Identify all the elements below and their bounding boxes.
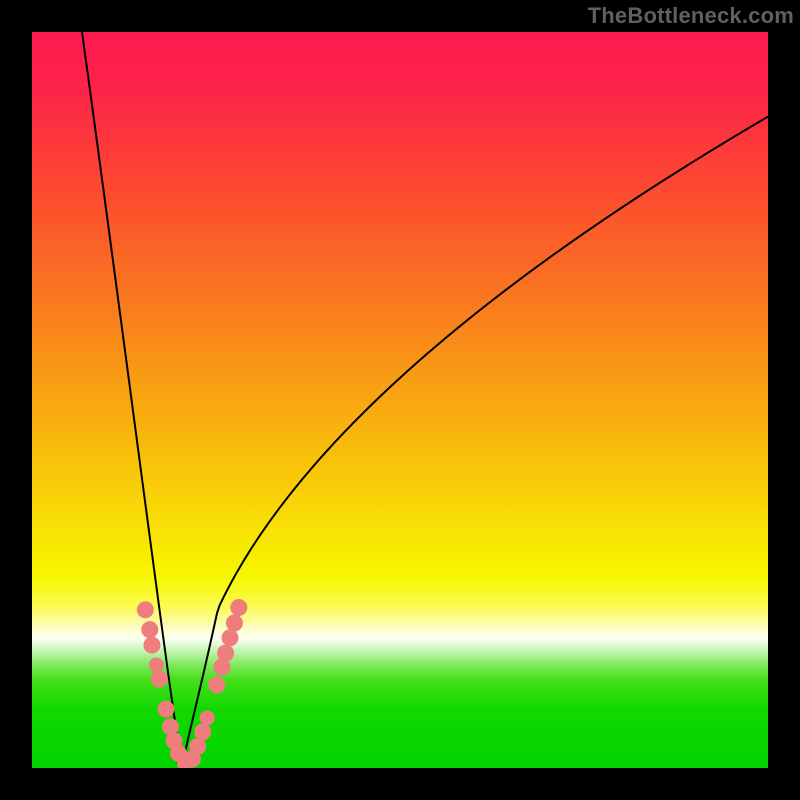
- data-marker: [222, 630, 238, 646]
- data-marker: [149, 658, 163, 672]
- plot-area: [32, 32, 768, 768]
- data-marker: [158, 701, 174, 717]
- curve-right-branch: [183, 117, 768, 768]
- data-marker: [162, 719, 178, 735]
- watermark-text: TheBottleneck.com: [588, 3, 794, 29]
- data-marker: [151, 671, 167, 687]
- data-marker: [190, 739, 206, 755]
- data-marker: [209, 677, 225, 693]
- data-marker: [195, 724, 211, 740]
- data-marker: [218, 645, 234, 661]
- data-marker: [200, 711, 214, 725]
- data-marker: [144, 637, 160, 653]
- data-marker: [226, 615, 242, 631]
- curve-right-branch-thin-tail: [505, 117, 768, 291]
- data-marker: [214, 659, 230, 675]
- curves-layer: [32, 32, 768, 768]
- data-marker: [142, 622, 158, 638]
- figure-canvas: TheBottleneck.com: [0, 0, 800, 800]
- data-marker: [231, 600, 247, 616]
- data-marker: [137, 602, 153, 618]
- curve-left-branch: [82, 32, 183, 768]
